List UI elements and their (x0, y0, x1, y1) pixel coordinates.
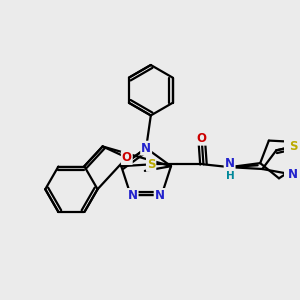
Text: N: N (288, 168, 298, 181)
Text: O: O (122, 151, 132, 164)
Text: S: S (147, 158, 155, 171)
Text: N: N (225, 157, 235, 170)
Text: O: O (196, 132, 207, 145)
Text: S: S (289, 140, 297, 153)
Text: N: N (141, 142, 151, 154)
Text: H: H (226, 170, 235, 181)
Text: N: N (128, 189, 138, 202)
Text: N: N (154, 189, 165, 202)
